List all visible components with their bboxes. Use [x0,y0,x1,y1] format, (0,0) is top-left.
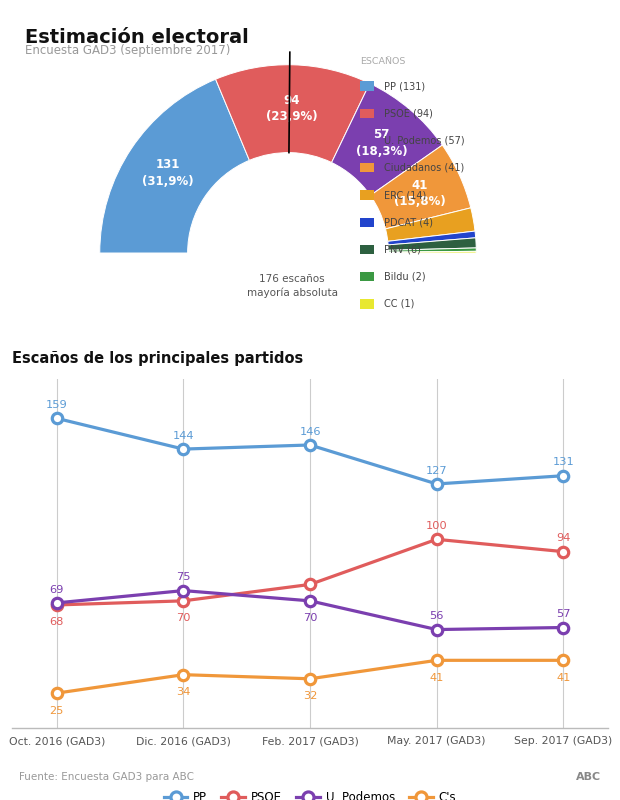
Text: 131
(31,9%): 131 (31,9%) [142,158,193,188]
Text: Escaños de los principales partidos: Escaños de los principales partidos [12,350,304,366]
Text: 70: 70 [303,614,317,623]
Text: PSOE (94): PSOE (94) [384,108,433,118]
FancyBboxPatch shape [360,272,374,282]
Text: PNV (6): PNV (6) [384,245,422,254]
Text: 94: 94 [556,534,570,543]
Text: 57: 57 [556,609,570,619]
Text: ESCAÑOS: ESCAÑOS [360,57,405,66]
Legend: PP, PSOE, U. Podemos, C's: PP, PSOE, U. Podemos, C's [159,786,461,800]
Text: 68: 68 [50,618,64,627]
FancyBboxPatch shape [360,82,374,90]
Text: Bildu (2): Bildu (2) [384,272,426,282]
Text: PP (131): PP (131) [384,81,425,91]
Text: 70: 70 [176,614,190,623]
Text: Estimación electoral: Estimación electoral [25,28,249,47]
Text: 100: 100 [426,521,448,531]
Text: 34: 34 [176,687,190,697]
Text: 57
(18,3%): 57 (18,3%) [356,128,407,158]
Text: 176 escaños
mayoría absoluta: 176 escaños mayoría absoluta [247,274,338,298]
Text: PDCAT (4): PDCAT (4) [384,218,433,227]
FancyBboxPatch shape [360,163,374,173]
Text: 41
(15,8%): 41 (15,8%) [394,178,445,208]
FancyBboxPatch shape [360,190,374,200]
Text: 75: 75 [176,572,190,582]
Text: 159: 159 [46,400,68,410]
Text: Encuesta GAD3 (septiembre 2017): Encuesta GAD3 (septiembre 2017) [25,44,230,57]
Text: 69: 69 [50,585,64,594]
Text: ABC: ABC [576,773,601,782]
Text: 41: 41 [430,673,444,683]
Text: 41: 41 [556,673,570,683]
Wedge shape [216,65,370,162]
FancyBboxPatch shape [360,136,374,146]
Wedge shape [386,208,475,242]
Text: Fuente: Encuesta GAD3 para ABC: Fuente: Encuesta GAD3 para ABC [19,773,193,782]
Text: 25: 25 [50,706,64,716]
Wedge shape [100,79,249,253]
Text: 32: 32 [303,691,317,702]
Text: 127: 127 [426,466,448,476]
Wedge shape [388,248,476,252]
Text: CC (1): CC (1) [384,299,415,309]
Text: Ciudadanos (41): Ciudadanos (41) [384,162,465,173]
Wedge shape [370,145,471,229]
Wedge shape [388,231,476,245]
Text: 94
(23,9%): 94 (23,9%) [266,94,317,123]
Text: 144: 144 [172,430,194,441]
Text: 56: 56 [430,611,444,622]
FancyBboxPatch shape [360,299,374,309]
Text: ERC (14): ERC (14) [384,190,427,200]
FancyBboxPatch shape [360,109,374,118]
FancyBboxPatch shape [360,245,374,254]
Text: 131: 131 [552,458,574,467]
Text: U. Podemos (57): U. Podemos (57) [384,135,465,146]
Text: 146: 146 [299,426,321,437]
Wedge shape [332,83,442,195]
FancyBboxPatch shape [360,218,374,227]
Wedge shape [388,238,476,250]
Wedge shape [389,251,476,253]
Text: 78: 78 [303,597,317,607]
